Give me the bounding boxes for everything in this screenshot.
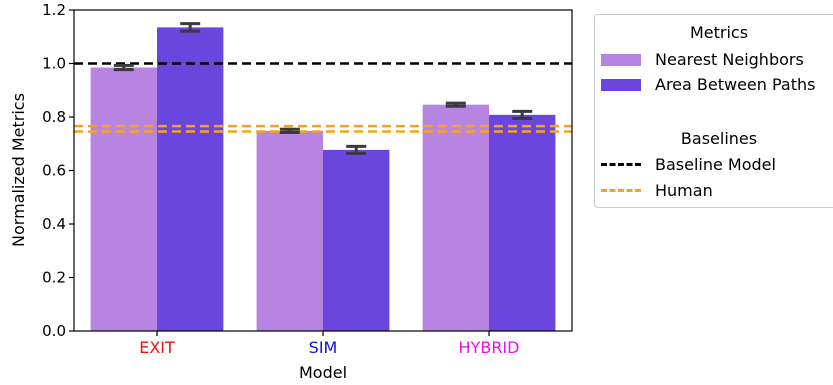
legend-item-area-between-paths: Area Between Paths	[601, 75, 815, 94]
x-axis: EXIT SIM HYBRID	[139, 331, 519, 357]
legend-label-nearest-neighbors: Nearest Neighbors	[655, 50, 804, 69]
legend-label-human: Human	[655, 181, 713, 200]
legend-metrics-title: Metrics	[689, 23, 749, 42]
legend-item-human: Human	[601, 181, 713, 200]
bar-area-between-paths-hybrid	[489, 114, 556, 331]
y-tick-label: 0.2	[42, 269, 66, 287]
bars-layer	[90, 27, 556, 331]
legend-item-baseline-model: Baseline Model	[601, 155, 776, 174]
y-tick-label: 0.6	[42, 162, 66, 180]
legend-baselines-title: Baselines	[680, 129, 758, 148]
legend-swatch-baseline-model	[601, 163, 641, 166]
x-axis-label: Model	[299, 363, 347, 382]
y-axis: 0.0 0.2 0.4 0.6 0.8 1.0 1.2	[42, 1, 74, 340]
legend-item-nearest-neighbors: Nearest Neighbors	[601, 50, 804, 69]
y-tick-label: 0.4	[42, 215, 66, 233]
legend-swatch-human	[601, 189, 641, 192]
legend-label-area-between-paths: Area Between Paths	[655, 75, 816, 94]
y-tick-label: 0.8	[42, 108, 66, 126]
bar-nearest-neighbors-hybrid	[422, 104, 489, 331]
bar-nearest-neighbors-sim	[256, 130, 323, 331]
x-tick-label-sim: SIM	[309, 338, 338, 357]
legend: Metrics Nearest Neighbors Area Between P…	[594, 14, 833, 208]
bar-area-between-paths-exit	[157, 27, 224, 331]
legend-label-baseline-model: Baseline Model	[655, 155, 776, 174]
bar-area-between-paths-sim	[323, 149, 390, 331]
error-bars-layer	[113, 22, 533, 155]
x-tick-label-hybrid: HYBRID	[459, 338, 520, 357]
legend-swatch-area-between-paths	[601, 78, 641, 91]
legend-swatch-nearest-neighbors	[601, 53, 641, 66]
bar-nearest-neighbors-exit	[90, 67, 157, 331]
x-tick-label-exit: EXIT	[139, 338, 175, 357]
y-tick-label: 1.2	[42, 1, 66, 19]
y-axis-label: Normalized Metrics	[9, 93, 28, 247]
y-tick-label: 1.0	[42, 55, 66, 73]
y-tick-label: 0.0	[42, 322, 66, 340]
